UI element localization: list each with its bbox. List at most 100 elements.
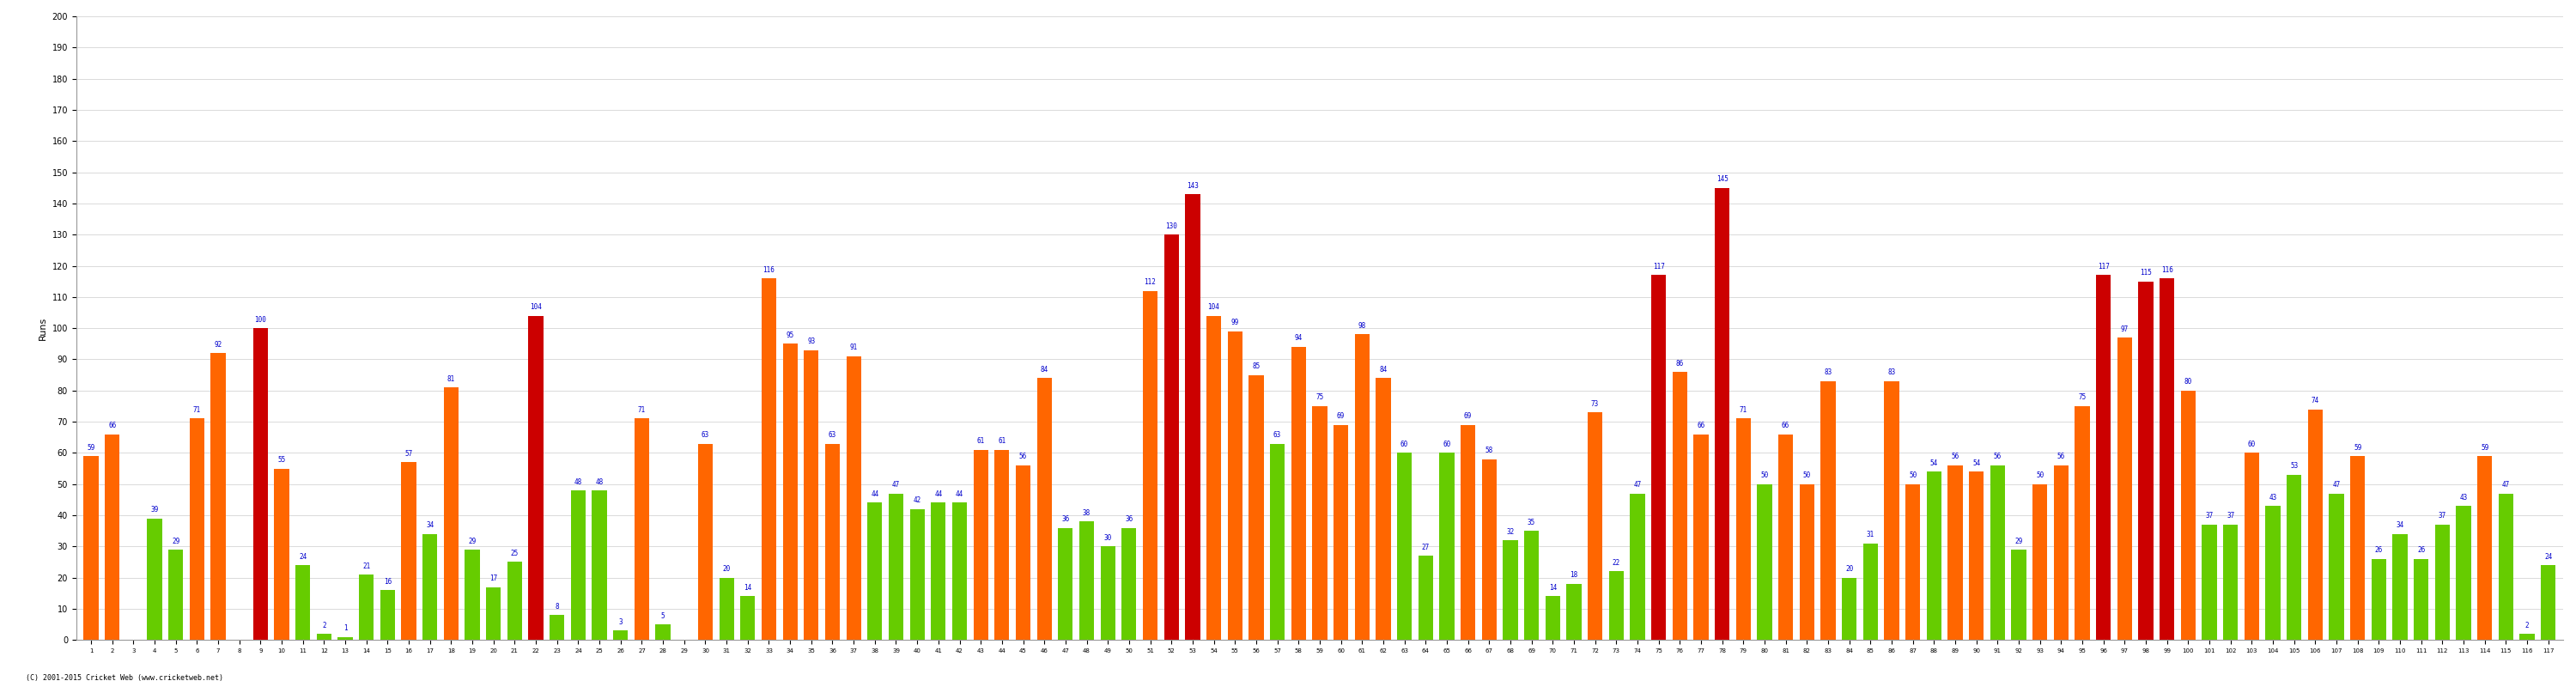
Text: 39: 39: [149, 506, 160, 514]
Bar: [2012, 550, 2027, 640]
Bar: [909, 509, 925, 640]
Bar: [1164, 234, 1180, 640]
Text: 61: 61: [976, 438, 984, 445]
Text: 92: 92: [214, 341, 222, 348]
Bar: [1736, 418, 1752, 640]
Text: 25: 25: [510, 550, 518, 557]
Bar: [1419, 556, 1432, 640]
Bar: [848, 357, 860, 640]
Bar: [1038, 378, 1051, 640]
Bar: [106, 434, 118, 640]
Text: 60: 60: [1401, 440, 1409, 448]
Text: 86: 86: [1677, 359, 1685, 367]
Text: 100: 100: [255, 316, 265, 324]
Bar: [1991, 465, 2004, 640]
Bar: [252, 328, 268, 640]
Text: 30: 30: [1105, 534, 1113, 542]
Bar: [2287, 475, 2300, 640]
Bar: [443, 387, 459, 640]
Bar: [464, 550, 479, 640]
Bar: [2540, 565, 2555, 640]
Text: 47: 47: [891, 481, 899, 488]
Text: 26: 26: [2416, 547, 2424, 554]
Text: 36: 36: [1126, 515, 1133, 523]
Bar: [1461, 425, 1476, 640]
Text: 26: 26: [2375, 547, 2383, 554]
Text: 59: 59: [2354, 444, 2362, 451]
Text: 17: 17: [489, 574, 497, 583]
Text: 35: 35: [1528, 519, 1535, 526]
Bar: [2455, 506, 2470, 640]
Bar: [1270, 444, 1285, 640]
Bar: [783, 344, 799, 640]
Bar: [1121, 528, 1136, 640]
Text: 53: 53: [2290, 462, 2298, 470]
Bar: [2223, 525, 2239, 640]
Text: 83: 83: [1824, 369, 1832, 376]
Bar: [698, 444, 714, 640]
Text: 1: 1: [343, 624, 348, 632]
Bar: [1862, 543, 1878, 640]
Text: 14: 14: [1548, 584, 1556, 592]
Text: 80: 80: [2184, 378, 2192, 386]
Bar: [739, 596, 755, 640]
Bar: [1249, 375, 1265, 640]
Text: 48: 48: [595, 478, 603, 486]
Text: 50: 50: [1909, 472, 1917, 480]
Bar: [2519, 634, 2535, 640]
Bar: [2478, 456, 2491, 640]
Text: 44: 44: [935, 491, 943, 498]
Text: 48: 48: [574, 478, 582, 486]
Bar: [2393, 534, 2409, 640]
Text: 29: 29: [469, 537, 477, 545]
Bar: [994, 450, 1010, 640]
Text: 116: 116: [2161, 266, 2174, 273]
Text: 66: 66: [108, 422, 116, 429]
Bar: [2182, 390, 2195, 640]
Bar: [930, 503, 945, 640]
Bar: [2202, 525, 2218, 640]
Text: 116: 116: [762, 266, 775, 273]
Text: 66: 66: [1783, 422, 1790, 429]
Bar: [82, 456, 98, 640]
Text: 24: 24: [2545, 553, 2553, 561]
Text: 2: 2: [322, 621, 327, 629]
Bar: [2074, 406, 2089, 640]
Bar: [1334, 425, 1347, 640]
Bar: [147, 519, 162, 640]
Bar: [804, 350, 819, 640]
Bar: [1546, 596, 1561, 640]
Text: 37: 37: [2205, 513, 2213, 520]
Text: 98: 98: [1358, 322, 1365, 330]
Bar: [1801, 484, 1814, 640]
Bar: [572, 491, 585, 640]
Bar: [2117, 337, 2133, 640]
Text: 85: 85: [1252, 363, 1260, 370]
Bar: [1015, 465, 1030, 640]
Text: 37: 37: [2439, 513, 2447, 520]
Bar: [487, 587, 500, 640]
Text: 44: 44: [956, 491, 963, 498]
Text: 59: 59: [2481, 444, 2488, 451]
Bar: [549, 615, 564, 640]
Bar: [889, 493, 904, 640]
Text: 34: 34: [2396, 521, 2403, 529]
Text: 71: 71: [1739, 406, 1747, 414]
Text: 14: 14: [744, 584, 752, 592]
Text: 47: 47: [2331, 481, 2342, 488]
Text: 31: 31: [1868, 531, 1875, 539]
Text: 16: 16: [384, 578, 392, 585]
Text: 117: 117: [2097, 262, 2110, 271]
Bar: [358, 574, 374, 640]
Text: 54: 54: [1929, 459, 1937, 467]
Bar: [2372, 559, 2385, 640]
Bar: [1757, 484, 1772, 640]
Bar: [1440, 453, 1455, 640]
Bar: [2308, 409, 2324, 640]
Bar: [1355, 335, 1370, 640]
Text: 71: 71: [639, 406, 647, 414]
Text: 94: 94: [1296, 335, 1303, 342]
Bar: [2414, 559, 2429, 640]
Text: 71: 71: [193, 406, 201, 414]
Bar: [1716, 188, 1728, 640]
